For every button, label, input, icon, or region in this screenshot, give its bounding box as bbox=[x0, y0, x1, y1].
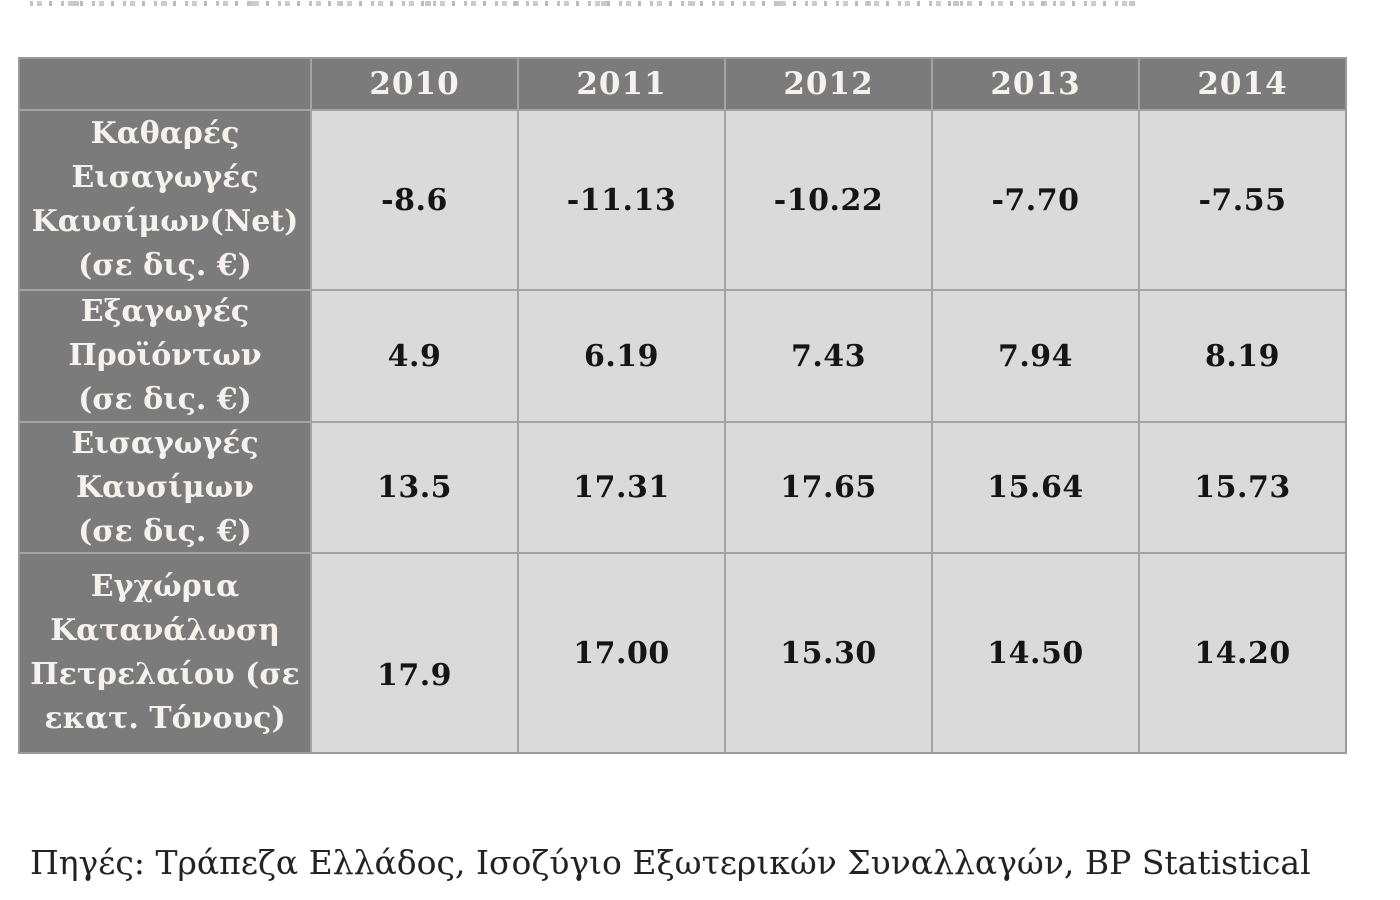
energy-data-table: 2010 2011 2012 2013 2014 Καθαρές Εισαγωγ… bbox=[18, 57, 1347, 754]
corner-header-cell bbox=[20, 59, 310, 109]
value-net-fuel-imports-2012: -10.22 bbox=[773, 182, 884, 218]
row-label-line: Εισαγωγές bbox=[71, 425, 259, 461]
value-cell: 17.65 bbox=[726, 423, 931, 552]
year-header-label: 2014 bbox=[1197, 66, 1288, 102]
row-label-product-exports: Εξαγωγές Προϊόντων (σε δις. €) bbox=[20, 291, 310, 421]
row-label-line: εκατ. Τόνους) bbox=[44, 701, 286, 736]
value-cell: 4.9 bbox=[312, 291, 517, 421]
year-header-2012: 2012 bbox=[726, 59, 931, 109]
value-cell: 17.9 bbox=[312, 554, 517, 752]
clipped-text-remnant bbox=[30, 1, 1135, 6]
value-cell: 6.19 bbox=[519, 291, 724, 421]
value-cell: -10.22 bbox=[726, 111, 931, 289]
value-net-fuel-imports-2011: -11.13 bbox=[566, 182, 677, 218]
year-header-2010: 2010 bbox=[312, 59, 517, 109]
value-fuel-imports-2011: 17.31 bbox=[573, 470, 670, 505]
year-header-2014: 2014 bbox=[1140, 59, 1345, 109]
value-cell: -8.6 bbox=[312, 111, 517, 289]
year-header-label: 2012 bbox=[783, 66, 874, 102]
value-cell: 7.94 bbox=[933, 291, 1138, 421]
year-header-label: 2010 bbox=[369, 66, 460, 102]
value-domestic-oil-2010: 17.9 bbox=[376, 657, 453, 693]
value-product-exports-2011: 6.19 bbox=[583, 338, 660, 374]
year-header-label: 2013 bbox=[990, 66, 1081, 102]
value-cell: 17.31 bbox=[519, 423, 724, 552]
value-net-fuel-imports-2010: -8.6 bbox=[381, 182, 448, 218]
value-cell: 7.43 bbox=[726, 291, 931, 421]
row-label-line: Εγχώρια bbox=[90, 569, 240, 604]
value-cell: 13.5 bbox=[312, 423, 517, 552]
value-fuel-imports-2012: 17.65 bbox=[780, 470, 877, 505]
row-label-line: Προϊόντων bbox=[68, 338, 262, 373]
value-fuel-imports-2013: 15.64 bbox=[987, 470, 1084, 505]
value-product-exports-2014: 8.19 bbox=[1204, 338, 1281, 374]
value-cell: 15.73 bbox=[1140, 423, 1345, 552]
year-header-2013: 2013 bbox=[933, 59, 1138, 109]
value-net-fuel-imports-2014: -7.55 bbox=[1198, 182, 1287, 218]
row-label-line: Εισαγωγές bbox=[71, 160, 259, 195]
value-cell: -11.13 bbox=[519, 111, 724, 289]
row-label-line: Πετρελαίου (σε bbox=[30, 657, 300, 692]
value-net-fuel-imports-2013: -7.70 bbox=[991, 182, 1080, 218]
value-product-exports-2010: 4.9 bbox=[387, 338, 442, 374]
row-label-net-fuel-imports: Καθαρές Εισαγωγές Καυσίμων(Net) (σε δις.… bbox=[20, 111, 310, 289]
row-label-line: Καθαρές bbox=[90, 116, 240, 151]
row-label-line: Κατανάλωση bbox=[50, 613, 280, 648]
row-label-line: Καυσίμων bbox=[76, 469, 254, 505]
source-note: Πηγές: Τράπεζα Ελλάδος, Ισοζύγιο Εξωτερι… bbox=[30, 843, 1311, 882]
value-cell: 15.64 bbox=[933, 423, 1138, 552]
value-cell: 17.00 bbox=[519, 554, 724, 752]
value-cell: 14.50 bbox=[933, 554, 1138, 752]
row-label-fuel-imports: Εισαγωγές Καυσίμων (σε δις. €) bbox=[20, 423, 310, 552]
value-cell: 8.19 bbox=[1140, 291, 1345, 421]
value-fuel-imports-2014: 15.73 bbox=[1194, 470, 1291, 505]
row-label-line: (σε δις. €) bbox=[78, 382, 252, 417]
year-header-2011: 2011 bbox=[519, 59, 724, 109]
value-domestic-oil-2012: 15.30 bbox=[780, 635, 877, 671]
value-cell: -7.55 bbox=[1140, 111, 1345, 289]
value-cell: 15.30 bbox=[726, 554, 931, 752]
row-label-line: Εξαγωγές bbox=[80, 294, 250, 329]
value-domestic-oil-2013: 14.50 bbox=[987, 635, 1084, 671]
row-label-line: (σε δις. €) bbox=[78, 248, 252, 283]
row-label-line: (σε δις. €) bbox=[78, 513, 252, 549]
value-domestic-oil-2014: 14.20 bbox=[1194, 635, 1291, 671]
year-header-label: 2011 bbox=[576, 66, 667, 102]
row-label-domestic-oil-consumption: Εγχώρια Κατανάλωση Πετρελαίου (σε εκατ. … bbox=[20, 554, 310, 752]
row-label-line: Καυσίμων(Net) bbox=[31, 204, 299, 239]
value-product-exports-2012: 7.43 bbox=[790, 338, 867, 374]
value-cell: -7.70 bbox=[933, 111, 1138, 289]
value-product-exports-2013: 7.94 bbox=[997, 338, 1074, 374]
value-fuel-imports-2010: 13.5 bbox=[376, 470, 453, 505]
value-cell: 14.20 bbox=[1140, 554, 1345, 752]
value-domestic-oil-2011: 17.00 bbox=[573, 635, 670, 671]
